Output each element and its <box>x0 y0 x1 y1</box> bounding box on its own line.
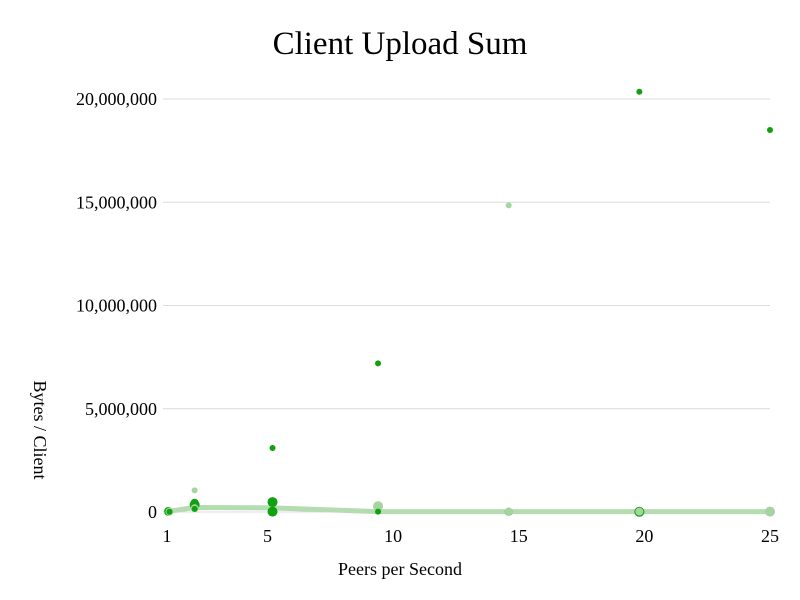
data-point <box>505 202 512 209</box>
data-point <box>635 507 644 516</box>
data-point <box>636 88 643 95</box>
tick-labels: 0 5,000,000 10,000,000 15,000,000 20,000,000… <box>76 89 779 546</box>
data-point <box>267 497 278 508</box>
data-point <box>375 360 382 367</box>
chart-title: Client Upload Sum <box>273 26 528 62</box>
data-point <box>373 501 384 512</box>
data-point <box>269 444 276 451</box>
y-tick-label: 15,000,000 <box>76 192 157 212</box>
y-tick-label: 0 <box>148 502 157 522</box>
series-line <box>164 505 773 515</box>
series-group <box>164 88 775 517</box>
data-point <box>191 487 198 494</box>
data-point <box>504 507 513 516</box>
data-point <box>191 505 198 512</box>
x-tick-label: 20 <box>635 526 653 546</box>
y-tick-label: 20,000,000 <box>76 89 157 109</box>
x-tick-label: 1 <box>163 526 172 546</box>
y-tick-label: 10,000,000 <box>76 296 157 316</box>
data-point <box>767 126 773 133</box>
x-axis-title: Peers per Second <box>338 559 462 579</box>
data-point <box>267 506 278 517</box>
data-point <box>765 506 775 517</box>
data-point <box>375 508 382 515</box>
data-point <box>190 498 199 507</box>
x-tick-label: 5 <box>263 526 272 546</box>
data-point <box>166 508 173 515</box>
y-tick-label: 5,000,000 <box>85 399 157 419</box>
gridlines <box>163 98 770 513</box>
x-tick-label: 25 <box>761 526 779 546</box>
x-tick-label: 15 <box>510 526 528 546</box>
x-tick-label: 10 <box>384 526 402 546</box>
y-axis-title: Bytes / Client <box>30 381 50 480</box>
